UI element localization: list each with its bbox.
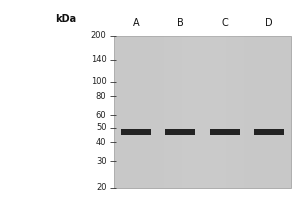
FancyBboxPatch shape: [170, 36, 173, 188]
FancyBboxPatch shape: [220, 36, 223, 188]
Text: kDa: kDa: [56, 14, 76, 24]
FancyBboxPatch shape: [185, 36, 188, 188]
FancyBboxPatch shape: [223, 36, 226, 188]
FancyBboxPatch shape: [200, 36, 202, 188]
FancyBboxPatch shape: [214, 36, 217, 188]
FancyBboxPatch shape: [179, 36, 182, 188]
Text: 80: 80: [96, 92, 106, 101]
Text: C: C: [221, 18, 228, 28]
FancyBboxPatch shape: [176, 36, 179, 188]
Text: 30: 30: [96, 157, 106, 166]
FancyBboxPatch shape: [208, 36, 211, 188]
FancyBboxPatch shape: [165, 129, 195, 135]
FancyBboxPatch shape: [191, 36, 194, 188]
Text: 140: 140: [91, 55, 106, 64]
Text: 20: 20: [96, 184, 106, 192]
FancyBboxPatch shape: [182, 36, 185, 188]
FancyBboxPatch shape: [206, 36, 208, 188]
FancyBboxPatch shape: [121, 129, 151, 135]
FancyBboxPatch shape: [167, 36, 170, 188]
Text: B: B: [177, 18, 184, 28]
FancyBboxPatch shape: [238, 36, 241, 188]
FancyBboxPatch shape: [217, 36, 220, 188]
Text: 200: 200: [91, 31, 106, 40]
Text: A: A: [133, 18, 140, 28]
FancyBboxPatch shape: [226, 36, 229, 188]
FancyBboxPatch shape: [173, 36, 176, 188]
Text: D: D: [265, 18, 273, 28]
FancyBboxPatch shape: [232, 36, 235, 188]
FancyBboxPatch shape: [229, 36, 232, 188]
FancyBboxPatch shape: [196, 36, 200, 188]
FancyBboxPatch shape: [210, 129, 240, 135]
Text: 40: 40: [96, 138, 106, 147]
FancyBboxPatch shape: [114, 36, 291, 188]
FancyBboxPatch shape: [235, 36, 238, 188]
Text: 60: 60: [96, 111, 106, 120]
Text: 50: 50: [96, 123, 106, 132]
FancyBboxPatch shape: [194, 36, 196, 188]
FancyBboxPatch shape: [202, 36, 206, 188]
FancyBboxPatch shape: [188, 36, 191, 188]
FancyBboxPatch shape: [211, 36, 214, 188]
Text: 100: 100: [91, 77, 106, 86]
FancyBboxPatch shape: [254, 129, 284, 135]
